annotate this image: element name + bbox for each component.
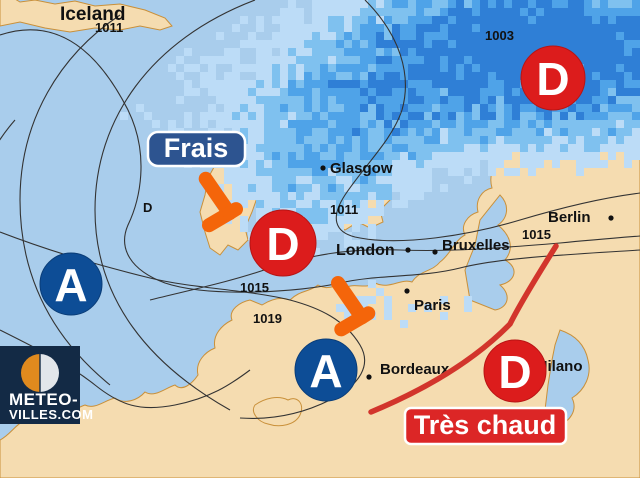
svg-text:London: London [336, 242, 395, 259]
svg-text:1015: 1015 [240, 280, 269, 295]
svg-text:D: D [266, 218, 299, 270]
svg-text:Bruxelles: Bruxelles [442, 237, 510, 254]
svg-text:Glasgow: Glasgow [330, 160, 393, 177]
svg-text:D: D [536, 53, 569, 105]
svg-text:D: D [143, 200, 152, 215]
svg-text:Iceland: Iceland [60, 4, 125, 25]
svg-text:1015: 1015 [522, 227, 551, 242]
svg-text:Très chaud: Très chaud [414, 410, 557, 440]
svg-text:A: A [54, 259, 87, 311]
svg-text:D: D [498, 346, 531, 398]
svg-text:A: A [309, 345, 342, 397]
svg-text:Berlin: Berlin [548, 209, 591, 226]
svg-text:Paris: Paris [414, 297, 451, 314]
svg-text:Frais: Frais [164, 133, 229, 163]
svg-text:1011: 1011 [330, 202, 358, 217]
svg-text:1019: 1019 [253, 311, 282, 326]
svg-text:VILLES.COM: VILLES.COM [9, 407, 93, 422]
svg-text:1003: 1003 [485, 28, 514, 43]
